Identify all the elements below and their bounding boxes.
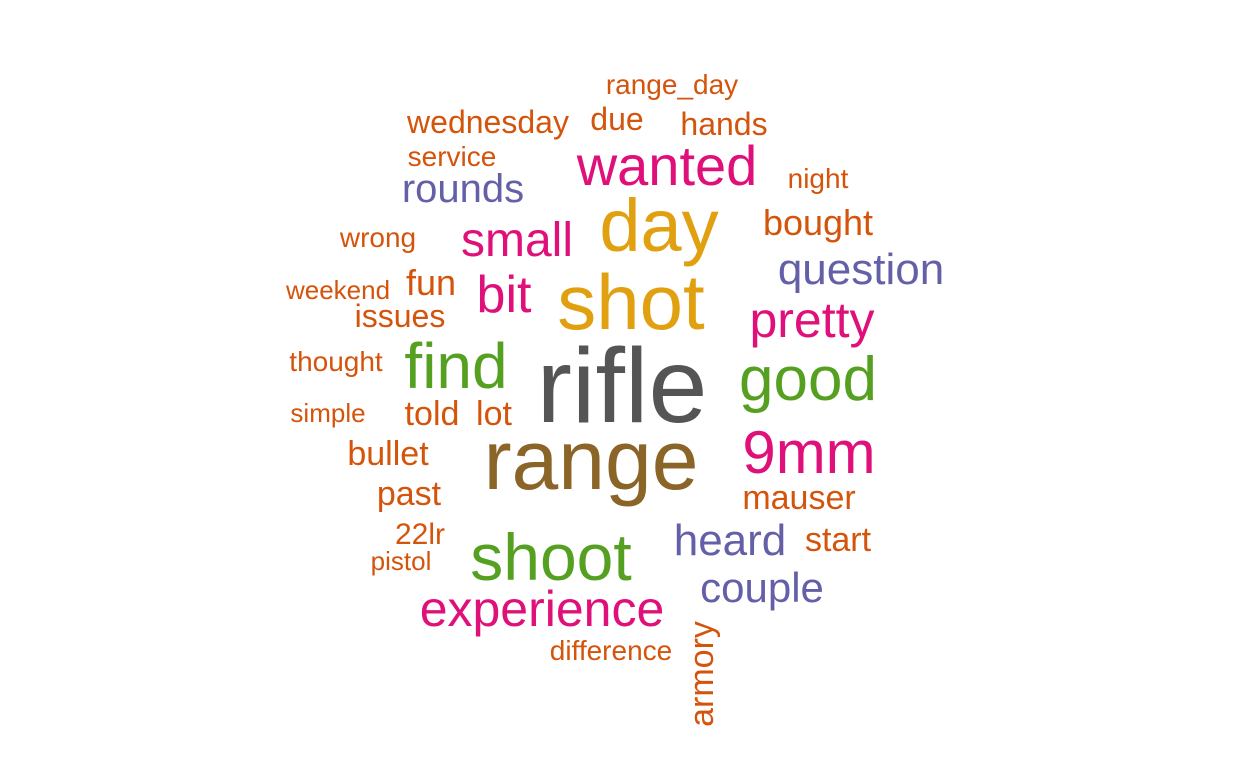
word-22lr: 22lr <box>394 518 446 551</box>
word-hands: hands <box>680 106 768 142</box>
word-weekend: weekend <box>285 275 391 305</box>
word-due: due <box>590 101 644 137</box>
word-issues: issues <box>354 298 446 334</box>
word-lot: lot <box>476 395 512 433</box>
word-wanted: wanted <box>576 134 758 197</box>
word-range: range <box>483 413 699 507</box>
word-experience: experience <box>419 581 665 637</box>
word-shot: shot <box>557 258 705 346</box>
word-bit: bit <box>476 266 532 324</box>
word-small: small <box>460 214 574 267</box>
word-bullet: bullet <box>347 435 429 473</box>
word-past: past <box>376 475 442 513</box>
word-9mm: 9mm <box>742 419 876 486</box>
word-heard: heard <box>673 516 787 565</box>
word-find: find <box>404 330 508 402</box>
word-fun: fun <box>405 262 457 303</box>
word-good: good <box>739 345 877 414</box>
word-night: night <box>787 163 849 194</box>
word-pretty: pretty <box>749 292 875 348</box>
word-rifle: rifle <box>536 327 708 445</box>
word-rounds: rounds <box>401 167 525 211</box>
word-told: told <box>404 395 460 433</box>
word-mauser: mauser <box>742 479 856 517</box>
word-thought: thought <box>289 346 383 377</box>
word-wednesday: wednesday <box>407 104 569 140</box>
word-difference: difference <box>549 635 673 666</box>
word-shoot: shoot <box>470 520 632 594</box>
word-simple: simple <box>290 398 366 428</box>
word-armory: armory <box>683 621 721 727</box>
word-bought: bought <box>762 202 874 243</box>
word-pistol: pistol <box>370 546 432 576</box>
word-question: question <box>777 245 945 294</box>
word-day: day <box>599 184 719 267</box>
word-start: start <box>804 521 872 559</box>
word-range_day: range_day <box>605 69 739 100</box>
word-service: service <box>407 141 497 172</box>
word-couple: couple <box>700 564 824 611</box>
word-wrong: wrong <box>339 222 417 253</box>
